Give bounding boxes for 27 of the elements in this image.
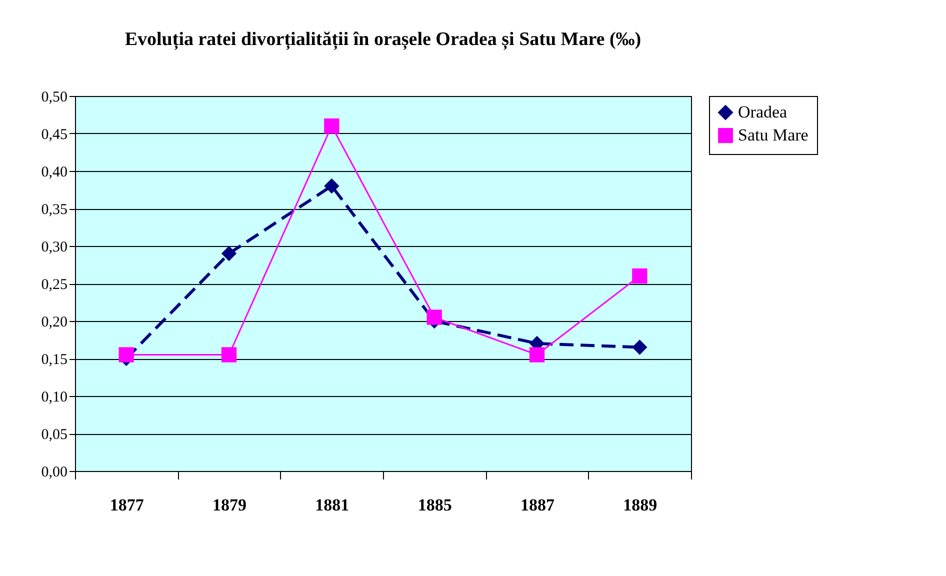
legend-label: Satu Mare xyxy=(738,126,808,144)
y-tick-label: 0,05 xyxy=(41,427,68,443)
x-tick-label: 1881 xyxy=(315,496,350,514)
x-tick-label: 1885 xyxy=(418,496,452,514)
point xyxy=(324,178,340,194)
y-tick-label: 0,20 xyxy=(41,314,68,330)
y-tick-label: 0,15 xyxy=(41,352,68,368)
x-tick-label: 1889 xyxy=(623,496,658,514)
point xyxy=(632,268,648,284)
y-tick-label: 0,30 xyxy=(41,240,68,256)
point xyxy=(529,347,545,362)
y-tick-label: 0,40 xyxy=(41,164,68,180)
y-tick-label: 0,25 xyxy=(41,277,68,293)
x-tick-label: 1877 xyxy=(110,496,144,514)
point xyxy=(221,347,237,362)
y-tick-label: 0,50 xyxy=(41,90,68,106)
y-tick-label: 0,35 xyxy=(41,202,68,218)
chart-title: Evoluția ratei divorțialității în orașele Oradea și Satu Mare (‰) xyxy=(124,29,642,50)
point xyxy=(632,340,648,355)
y-tick-label: 0,45 xyxy=(41,127,68,143)
legend-label: Oradea xyxy=(738,102,788,122)
point xyxy=(221,246,237,262)
point xyxy=(324,118,340,134)
x-tick-label: 1879 xyxy=(212,496,246,514)
x-tick-label: 1887 xyxy=(520,496,555,514)
y-tick-label: 0,00 xyxy=(41,464,68,480)
y-tick-label: 0,10 xyxy=(41,390,68,406)
